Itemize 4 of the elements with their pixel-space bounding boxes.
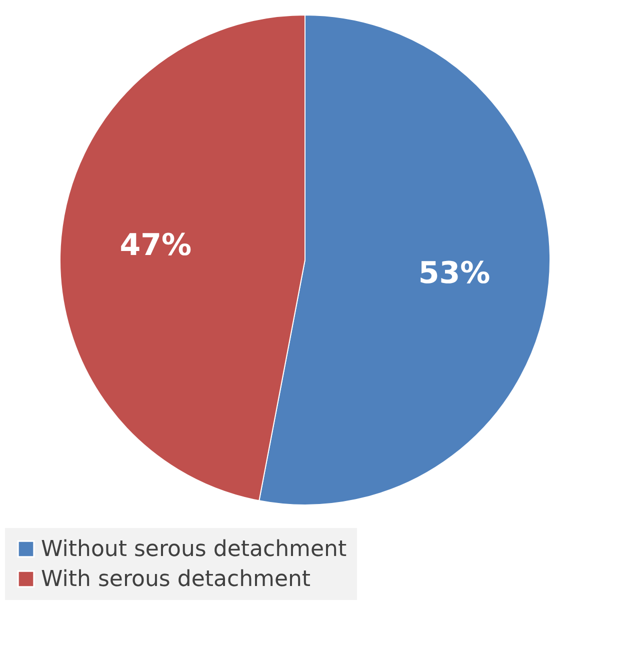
legend-label: With serous detachment [41,567,311,592]
data-label: 53% [418,256,490,292]
data-label: 47% [120,228,192,263]
legend-label: Without serous detachment [41,537,347,562]
